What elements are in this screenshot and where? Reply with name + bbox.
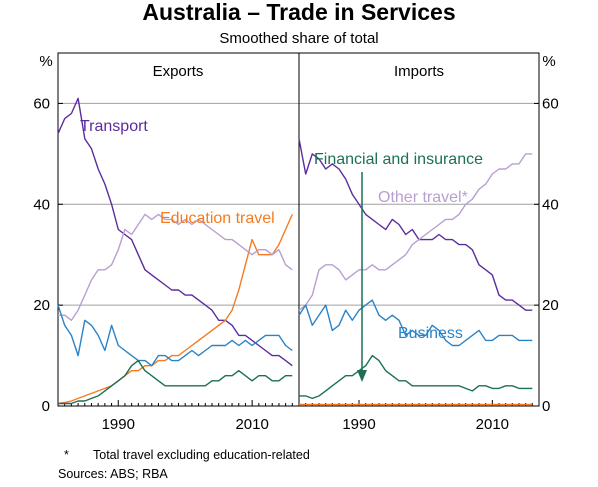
series-lines	[57, 97, 533, 406]
x-tick-label: 1990	[102, 416, 135, 433]
imports-business-line	[298, 299, 533, 347]
financial-arrow	[357, 172, 367, 382]
y-tick-label-left: 60	[33, 95, 50, 112]
exports-education-line	[57, 214, 293, 405]
y-tick-label-left: 40	[33, 196, 50, 213]
chart-title: Australia – Trade in Services	[142, 0, 455, 25]
imports-transport-line	[298, 138, 533, 311]
y-tick-label-right: 60	[542, 95, 559, 112]
y-unit-left: %	[39, 53, 52, 70]
y-unit-right: %	[542, 53, 555, 70]
y-tick-label-right: 20	[542, 297, 559, 314]
y-tick-label-left: 20	[33, 297, 50, 314]
x-tick-label: 2010	[476, 416, 509, 433]
exports-travel-line	[58, 213, 293, 321]
y-tick-label-left: 0	[42, 398, 50, 415]
financial-arrow-head	[357, 370, 367, 382]
x-tick-label: 2010	[235, 416, 268, 433]
imports-financial-line	[299, 354, 533, 400]
label-other-travel: Other travel*	[378, 189, 468, 206]
exports-business-line	[57, 304, 293, 367]
label-financial-insurance: Financial and insurance	[314, 151, 483, 168]
sources: Sources: ABS; RBA	[58, 467, 168, 481]
panel-title-exports: Exports	[153, 63, 204, 80]
y-tick-label-right: 40	[542, 196, 559, 213]
x-tick-label: 1990	[342, 416, 375, 433]
panel-title-imports: Imports	[394, 63, 444, 80]
chart-subtitle: Smoothed share of total	[219, 30, 378, 47]
footnote-symbol: *	[64, 448, 69, 462]
label-transport: Transport	[80, 118, 148, 135]
y-tick-label-right: 0	[542, 398, 550, 415]
imports-travel-line	[298, 153, 533, 311]
exports-transport-line	[57, 97, 293, 367]
exports-financial-line	[58, 359, 293, 405]
axis-ticks: 0 0 20 20 40 40 60 60 1990 2010 1990 2010	[33, 95, 558, 433]
label-education-travel: Education travel	[160, 210, 275, 227]
label-business: Business	[398, 325, 463, 342]
footnote-text: Total travel excluding education-related	[93, 448, 310, 462]
